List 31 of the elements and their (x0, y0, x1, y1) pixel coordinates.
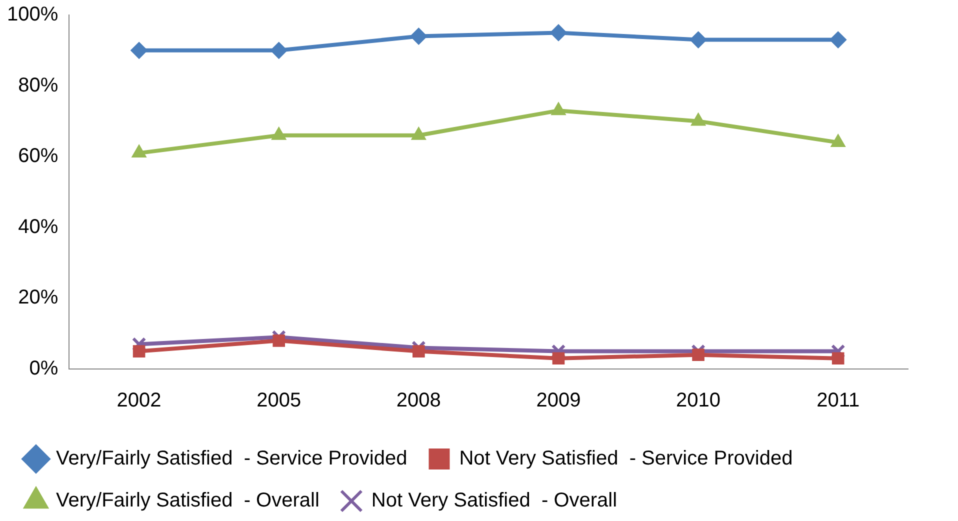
y-tick-label: 60% (18, 145, 58, 168)
point (410, 28, 428, 45)
x-tick-label: 2011 (816, 390, 860, 412)
point (551, 344, 566, 358)
point (830, 344, 846, 358)
point (132, 337, 146, 352)
legend-label: Not Very Satisfied - Overall (371, 490, 618, 512)
y-tick-label: 100% (6, 4, 58, 26)
y-tick-label: 80% (18, 74, 58, 96)
x-tick-label: 2002 (116, 390, 162, 412)
legend-label: Very/Fairly Satisfied - Service Provided (56, 448, 408, 470)
point (692, 348, 704, 361)
y-tick-label: 40% (18, 216, 58, 238)
y-tick-label: 20% (18, 286, 58, 309)
point (270, 42, 288, 59)
point (130, 42, 148, 59)
point (830, 31, 847, 48)
x-tick-label: 2005 (256, 390, 302, 412)
point (132, 345, 146, 358)
y-tick-label: 0% (29, 358, 58, 380)
point (550, 24, 567, 42)
x-tick-label: 2010 (676, 390, 721, 412)
point (690, 31, 707, 48)
x-tick-label: 2009 (536, 390, 581, 412)
legend-label: Very/Fairly Satisfied - Overall (56, 490, 320, 512)
point (832, 352, 844, 365)
point (272, 334, 286, 347)
legend-label: Not Very Satisfied - Service Provided (459, 448, 793, 470)
point (552, 352, 565, 365)
x-tick-label: 2008 (396, 390, 441, 412)
point (412, 345, 425, 358)
